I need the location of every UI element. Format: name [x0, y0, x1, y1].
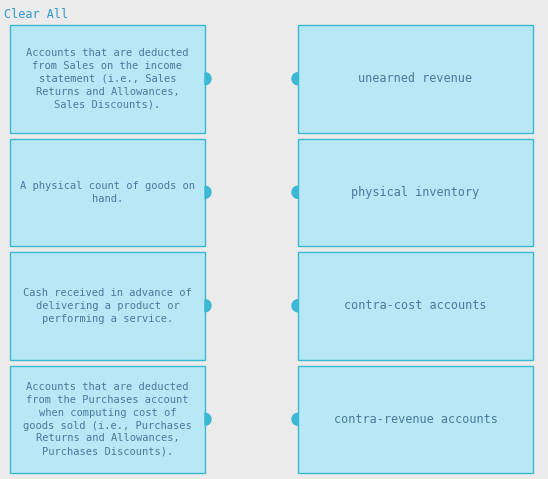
Polygon shape: [292, 73, 298, 85]
Text: contra-revenue accounts: contra-revenue accounts: [334, 413, 498, 426]
Polygon shape: [205, 186, 211, 198]
Polygon shape: [292, 186, 298, 198]
Text: Clear All: Clear All: [4, 8, 68, 21]
Polygon shape: [205, 413, 211, 425]
Text: physical inventory: physical inventory: [351, 186, 480, 199]
Polygon shape: [292, 300, 298, 312]
Text: A physical count of goods on
hand.: A physical count of goods on hand.: [20, 181, 195, 204]
FancyBboxPatch shape: [10, 138, 205, 246]
Text: unearned revenue: unearned revenue: [358, 72, 472, 85]
FancyBboxPatch shape: [10, 365, 205, 473]
Text: Accounts that are deducted
from Sales on the income
statement (i.e., Sales
Retur: Accounts that are deducted from Sales on…: [26, 48, 189, 109]
FancyBboxPatch shape: [298, 252, 533, 360]
Polygon shape: [205, 300, 211, 312]
FancyBboxPatch shape: [298, 138, 533, 246]
Text: Accounts that are deducted
from the Purchases account
when computing cost of
goo: Accounts that are deducted from the Purc…: [23, 382, 192, 456]
FancyBboxPatch shape: [10, 25, 205, 133]
Text: contra-cost accounts: contra-cost accounts: [344, 299, 487, 312]
FancyBboxPatch shape: [298, 25, 533, 133]
Polygon shape: [292, 413, 298, 425]
FancyBboxPatch shape: [10, 252, 205, 360]
Polygon shape: [205, 73, 211, 85]
Text: Cash received in advance of
delivering a product or
performing a service.: Cash received in advance of delivering a…: [23, 288, 192, 323]
FancyBboxPatch shape: [298, 365, 533, 473]
